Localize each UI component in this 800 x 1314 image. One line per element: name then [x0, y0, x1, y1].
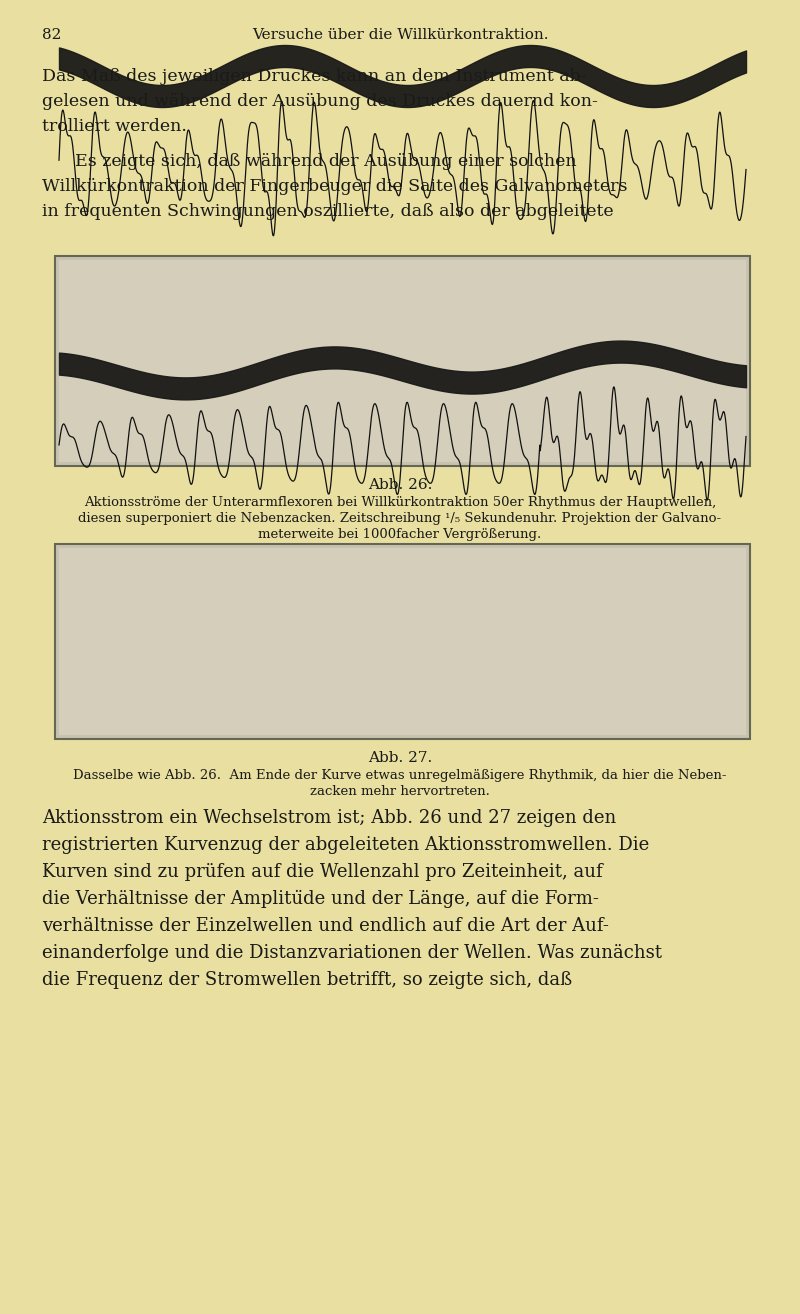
Text: in frequenten Schwingungen oszillierte, daß also der abgeleitete: in frequenten Schwingungen oszillierte, …	[42, 202, 614, 219]
Text: die Verhältnisse der Amplitüde und der Länge, auf die Form-: die Verhältnisse der Amplitüde und der …	[42, 890, 599, 908]
Text: zacken mehr hervortreten.: zacken mehr hervortreten.	[310, 784, 490, 798]
Text: Abb. 26.: Abb. 26.	[368, 478, 432, 491]
Text: einanderfolge und die Distanzvariationen der Wellen. Was zunächst: einanderfolge und die Distanzvariationen…	[42, 943, 662, 962]
Bar	[55, 256, 750, 466]
Text: Das Maß des jeweiligen Druckes kann an dem Instrument ab-: Das Maß des jeweiligen Druckes kann an d…	[42, 68, 586, 85]
Text: meterweite bei 1000facher Vergrößerung.: meterweite bei 1000facher Vergrößerung.	[258, 528, 542, 541]
Text: 82: 82	[42, 28, 62, 42]
Bar	[59, 260, 746, 463]
Text: verhältnisse der Einzelwellen und endlich auf die Art der Auf-: verhältnisse der Einzelwellen und endlic…	[42, 917, 609, 936]
Bar	[59, 548, 746, 735]
Text: diesen superponiert die Nebenzacken. Zeitschreibung ¹/₅ Sekundenuhr. Projektion : diesen superponiert die Nebenzacken. Zei…	[78, 512, 722, 526]
Text: Kurven sind zu prüfen auf die Wellenzahl pro Zeiteinheit, auf: Kurven sind zu prüfen auf die Wellenzahl…	[42, 863, 602, 880]
Bar	[55, 544, 750, 738]
Text: Aktionsströme der Unterarmflexoren bei Willkürkontraktion 50er Rhythmus der Haup: Aktionsströme der Unterarmflexoren bei W…	[84, 495, 716, 509]
Text: registrierten Kurvenzug der abgeleiteten Aktionsstromwellen. Die: registrierten Kurvenzug der abgeleiteten…	[42, 836, 650, 854]
Text: Versuche über die Willkürkontraktion.: Versuche über die Willkürkontraktion.	[252, 28, 548, 42]
Text: Es zeigte sich, daß während der Ausübung einer solchen: Es zeigte sich, daß während der Ausübung…	[75, 152, 577, 170]
Text: gelesen und während der Ausübung des Druckes dauernd kon-: gelesen und während der Ausübung des Dru…	[42, 93, 598, 110]
Text: trolliert werden.: trolliert werden.	[42, 118, 187, 135]
Text: die Frequenz der Stromwellen betrifft, so zeigte sich, daß: die Frequenz der Stromwellen betrifft, s…	[42, 971, 572, 989]
Text: Aktionsstrom ein Wechselstrom ist; Abb. 26 und 27 zeigen den: Aktionsstrom ein Wechselstrom ist; Abb. …	[42, 809, 616, 827]
Text: Willkürkontraktion der Fingerbeuger die Saite des Galvanometers: Willkürkontraktion der Fingerbeuger die …	[42, 177, 627, 194]
Text: Abb. 27.: Abb. 27.	[368, 752, 432, 765]
Text: Dasselbe wie Abb. 26.  Am Ende der Kurve etwas unregelmäßigere Rhythmik, da hier: Dasselbe wie Abb. 26. Am Ende der Kurve …	[74, 769, 726, 782]
